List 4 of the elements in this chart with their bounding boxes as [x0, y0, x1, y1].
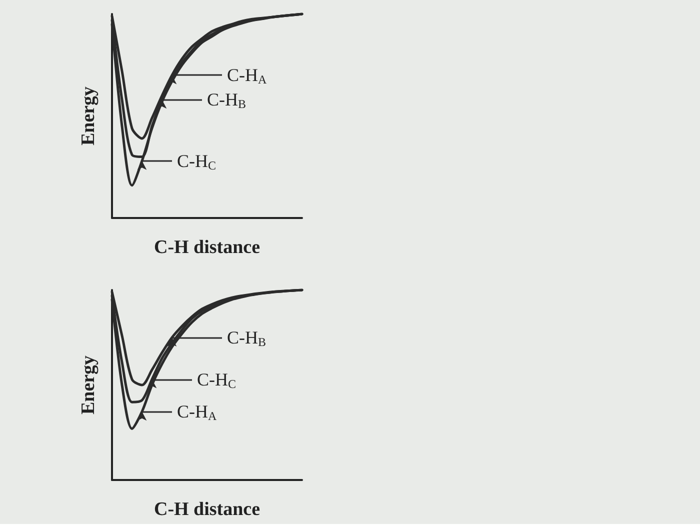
x-axis-title: C-H distance: [154, 499, 260, 520]
x-axis-title: C-H distance: [154, 237, 260, 258]
y-axis-title: Energy: [78, 86, 99, 146]
y-axis-title: Energy: [78, 354, 99, 415]
